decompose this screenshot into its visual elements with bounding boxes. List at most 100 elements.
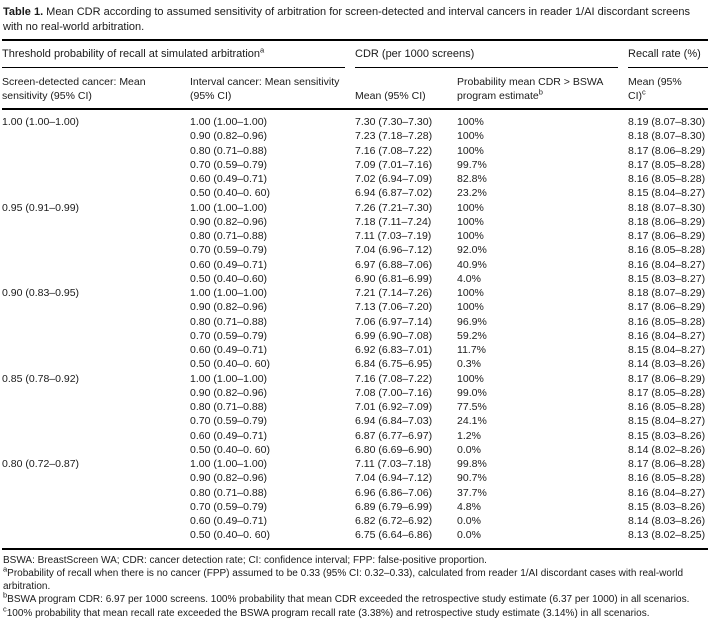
probability-cell: 0.0% [457,529,481,542]
column-header-screen-sensitivity: Screen-detected cancer: Mean sensitivity… [2,68,190,110]
table-row: 0.80 (0.71–0.88) 7.11 (7.03–7.19) 100% 8.17… [2,229,708,243]
spanner-threshold-superscript: a [260,45,265,55]
probability-cell: 100% [457,144,484,157]
cdr-mean-cell: 7.01 (6.92–7.09) [355,401,433,413]
probability-cell: 99.8% [457,458,487,470]
interval-sensitivity-cell: 0.90 (0.82–0.96) [190,386,268,399]
table-row: 0.70 (0.59–0.79) 6.94 (6.84–7.03) 24.1% 8.1… [2,414,708,428]
cdr-mean-cell: 6.82 (6.72–6.92) [355,515,433,527]
recall-mean-cell: 8.15 (8.03–8.27) [628,272,706,285]
probability-cell: 0.3% [457,358,481,371]
interval-sensitivity-cell: 0.50 (0.40–0. 60) [190,358,270,371]
recall-mean-cell: 8.19 (8.07–8.30) [628,116,706,128]
interval-sensitivity-cell: 0.70 (0.59–0.79) [190,415,268,428]
footnotes-section: BSWA: BreastScreen WA; CDR: cancer detec… [2,550,708,620]
probability-cell: 99.7% [457,158,487,171]
probability-cell: 90.7% [457,472,487,485]
table-row: 0.70 (0.59–0.79) 6.89 (6.79–6.99) 4.8% 8.15… [2,500,708,514]
table-row: 0.60 (0.49–0.71) 6.82 (6.72–6.92) 0.0% 8.14… [2,514,708,528]
cdr-mean-cell: 7.13 (7.06–7.20) [355,301,433,314]
interval-sensitivity-cell: 0.80 (0.71–0.88) [190,401,268,413]
cdr-mean-cell: 7.18 (7.11–7.24) [355,215,432,228]
table-row: 0.80 (0.72–0.87) 1.00 (1.00–1.00) 7.11 (7.… [2,457,708,471]
probability-cell: 40.9% [457,258,487,271]
probability-cell: 100% [457,116,484,128]
recall-mean-cell: 8.15 (8.03–8.26) [628,429,706,442]
screen-sensitivity-cell [2,386,190,400]
cdr-mean-cell: 7.11 (7.03–7.18) [355,458,432,470]
recall-mean-cell: 8.16 (8.05–8.28) [628,401,706,413]
recall-mean-cell: 8.16 (8.05–8.28) [628,472,706,485]
probability-cell: 100% [457,287,484,299]
recall-mean-cell: 8.16 (8.05–8.28) [628,315,706,328]
cdr-mean-cell: 6.94 (6.87–7.02) [355,187,433,200]
probability-cell: 99.0% [457,386,487,399]
screen-sensitivity-cell [2,258,190,272]
recall-mean-cell: 8.18 (8.07–8.29) [628,287,706,299]
probability-cell: 11.7% [457,344,487,356]
table-row: 0.60 (0.49–0.71) 6.92 (6.83–7.01) 11.7% 8.1… [2,343,708,357]
table-row: 0.80 (0.71–0.88) 7.01 (6.92–7.09) 77.5% 8.1… [2,400,708,414]
cdr-mean-cell: 7.30 (7.30–7.30) [355,116,433,128]
recall-mean-cell: 8.15 (8.04–8.27) [628,187,706,200]
recall-mean-cell: 8.15 (8.04–8.27) [628,344,706,356]
screen-sensitivity-cell [2,400,190,414]
recall-mean-cell: 8.14 (8.02–8.26) [628,443,706,456]
table-row: 0.50 (0.40–0. 60) 6.84 (6.75–6.95) 0.3% 8.1… [2,357,708,371]
table-row: 0.95 (0.91–0.99) 1.00 (1.00–1.00) 7.26 (7.… [2,201,708,215]
screen-sensitivity-cell [2,414,190,428]
probability-cell: 37.7% [457,486,487,499]
probability-cell: 0.0% [457,515,481,527]
screen-sensitivity-cell [2,158,190,172]
probability-cell: 23.2% [457,187,487,200]
probability-cell: 92.0% [457,244,487,257]
interval-sensitivity-cell: 0.60 (0.49–0.71) [190,515,268,527]
spanner-recall-rate-label: Recall rate (%) [628,48,701,60]
screen-sensitivity-cell [2,129,190,143]
recall-mean-cell: 8.18 (8.06–8.29) [628,215,706,228]
recall-mean-cell: 8.16 (8.04–8.27) [628,329,706,342]
cdr-mean-cell: 6.96 (6.86–7.06) [355,486,433,499]
screen-sensitivity-cell [2,443,190,457]
spanner-header-row: Threshold probability of recall at simul… [2,40,709,68]
spanner-recall-rate: Recall rate (%) [628,40,709,68]
screen-sensitivity-cell [2,172,190,186]
probability-cell: 100% [457,230,484,242]
cdr-mean-cell: 7.08 (7.00–7.16) [355,386,433,399]
probability-cell: 4.0% [457,272,481,285]
table-caption-text: Mean CDR according to assumed sensitivit… [3,6,690,33]
interval-sensitivity-cell: 0.80 (0.71–0.88) [190,144,268,157]
cdr-mean-cell: 7.11 (7.03–7.19) [355,230,432,242]
screen-sensitivity-cell [2,329,190,343]
table-row: 0.90 (0.83–0.95) 1.00 (1.00–1.00) 7.21 (7.… [2,286,708,300]
cdr-mean-cell: 6.99 (6.90–7.08) [355,329,433,342]
interval-sensitivity-cell: 0.70 (0.59–0.79) [190,244,268,257]
cdr-mean-cell: 6.89 (6.79–6.99) [355,500,433,513]
interval-sensitivity-cell: 0.70 (0.59–0.79) [190,329,268,342]
screen-sensitivity-cell: 0.80 (0.72–0.87) [2,458,80,470]
cdr-mean-cell: 6.90 (6.81–6.99) [355,272,433,285]
cdr-mean-cell: 7.04 (6.96–7.12) [355,244,433,257]
cdr-mean-cell: 6.97 (6.88–7.06) [355,258,433,271]
interval-sensitivity-cell: 0.50 (0.40–0. 60) [190,443,270,456]
cdr-mean-cell: 7.06 (6.97–7.14) [355,315,433,328]
interval-sensitivity-cell: 0.90 (0.82–0.96) [190,130,268,143]
interval-sensitivity-cell: 0.70 (0.59–0.79) [190,158,268,171]
interval-sensitivity-cell: 0.90 (0.82–0.96) [190,301,268,314]
interval-sensitivity-cell: 0.90 (0.82–0.96) [190,472,268,485]
table-row: 0.80 (0.71–0.88) 7.16 (7.08–7.22) 100% 8.17… [2,144,708,158]
screen-sensitivity-cell [2,300,190,314]
recall-mean-cell: 8.15 (8.04–8.27) [628,415,706,428]
cdr-mean-cell: 7.23 (7.18–7.28) [355,130,433,143]
table-row: 0.50 (0.40–0. 60) 6.75 (6.64–6.86) 0.0% 8.1… [2,528,708,548]
table-row: 0.50 (0.40–0. 60) 6.80 (6.69–6.90) 0.0% 8.1… [2,443,708,457]
table-row: 0.60 (0.49–0.71) 7.02 (6.94–7.09) 82.8% 8.1… [2,172,708,186]
paper-table-page: Table 1. Mean CDR according to assumed se… [2,6,709,620]
column-header-cdr-mean: Mean (95% CI) [355,68,458,110]
table-row: 0.70 (0.59–0.79) 7.09 (7.01–7.16) 99.7% 8.1… [2,158,708,172]
recall-mean-cell: 8.13 (8.02–8.25) [628,529,706,542]
screen-sensitivity-cell [2,514,190,528]
interval-sensitivity-cell: 1.00 (1.00–1.00) [190,116,268,128]
recall-mean-cell: 8.17 (8.05–8.28) [628,386,706,399]
column-header-screen-sensitivity-label: Screen-detected cancer: Mean sensitivity… [2,76,146,102]
